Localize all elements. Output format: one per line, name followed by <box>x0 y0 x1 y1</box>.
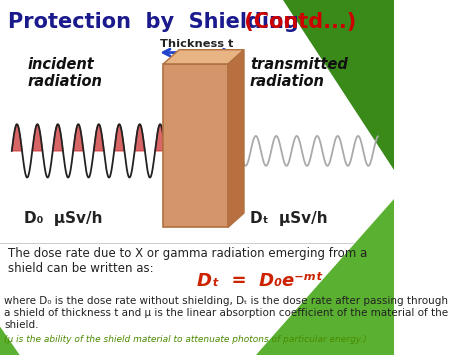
Text: (μ is the ability of the shield material to attenuate photons of particular ener: (μ is the ability of the shield material… <box>4 335 367 344</box>
Polygon shape <box>228 50 244 227</box>
Text: where D₀ is the dose rate without shielding, Dₜ is the dose rate after passing t: where D₀ is the dose rate without shield… <box>4 296 448 330</box>
Text: Thickness t: Thickness t <box>160 39 234 49</box>
Text: D₀  μSv/h: D₀ μSv/h <box>24 211 102 226</box>
Text: Dₜ  μSv/h: Dₜ μSv/h <box>250 211 328 226</box>
Text: Protection  by  Shielding: Protection by Shielding <box>8 12 299 32</box>
Text: (Contd...): (Contd...) <box>237 12 356 32</box>
Text: The dose rate due to X or gamma radiation emerging from a
shield can be written : The dose rate due to X or gamma radiatio… <box>8 247 367 275</box>
Text: transmitted
radiation: transmitted radiation <box>250 57 348 89</box>
Polygon shape <box>0 327 20 355</box>
Polygon shape <box>283 0 393 170</box>
Polygon shape <box>256 199 393 355</box>
Text: incident
radiation: incident radiation <box>27 57 102 89</box>
Polygon shape <box>164 50 244 64</box>
Text: Dₜ  =  D₀e⁻ᵐᵗ: Dₜ = D₀e⁻ᵐᵗ <box>197 272 322 290</box>
FancyBboxPatch shape <box>164 64 228 227</box>
